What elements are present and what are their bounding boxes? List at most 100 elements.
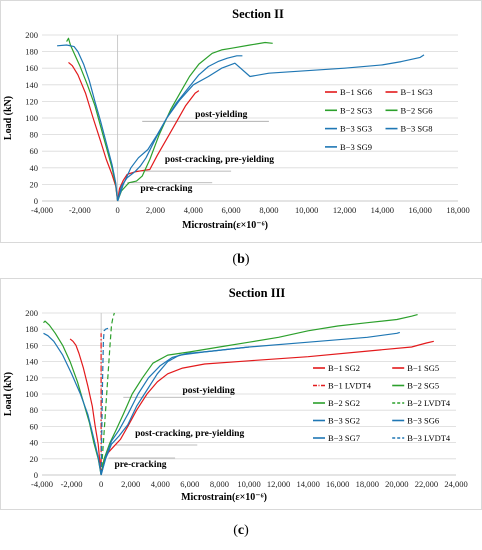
caption-b: (b)	[0, 252, 482, 268]
phase-annotation: pre-cracking	[140, 184, 192, 194]
x-tick-label: 6,000	[222, 205, 241, 215]
y-tick-label: 80	[30, 130, 39, 140]
series-line	[117, 41, 273, 202]
legend-label: B−2 SG2	[328, 398, 360, 408]
y-tick-label: 20	[30, 179, 39, 189]
chart-panel-section-3: Section III 0 20 40 60 80 100 120 140 160 180 200 -4…	[0, 278, 482, 510]
series-line	[100, 312, 115, 476]
y-axis-label: Load (kN)	[3, 96, 14, 140]
y-tick-label: 180	[25, 324, 38, 334]
y-tick-label: 0	[34, 196, 38, 206]
x-tick-label: 0	[99, 479, 103, 489]
x-axis-label: Microstrain(ε×10⁻⁶)	[182, 220, 268, 231]
x-tick-label: 20,000	[385, 479, 408, 489]
x-tick-label: 18,000	[356, 479, 379, 489]
x-tick-label: 14,000	[371, 205, 394, 215]
y-tick-label: 160	[25, 63, 38, 73]
x-tick-label: -4,000	[31, 205, 53, 215]
legend-label: B−2 SG5	[407, 381, 439, 391]
chart-section-2: Section II 0 20 40 60 80 100 120 140 160 180 200 -4,…	[0, 0, 482, 243]
x-tick-label: 10,000	[237, 479, 260, 489]
series-line	[100, 314, 418, 476]
y-tick-label: 60	[30, 421, 39, 431]
y-tick-label: 80	[30, 405, 39, 415]
y-tick-label: 120	[25, 373, 38, 383]
y-tick-label: 60	[30, 146, 39, 156]
y-axis-label: Load (kN)	[3, 372, 14, 416]
legend-label: B−1 SG5	[407, 363, 439, 373]
series-line	[69, 338, 102, 476]
y-tick-label: 160	[25, 340, 38, 350]
caption-c-open: (	[233, 523, 238, 538]
caption-c-letter: c	[237, 523, 245, 538]
legend-label: B−3 SG6	[407, 416, 439, 426]
chart-title: Section III	[229, 286, 286, 300]
y-tick-label: 200	[25, 30, 38, 40]
y-tick-label: 120	[25, 96, 38, 106]
legend-label: B−3 SG2	[328, 416, 360, 426]
y-tick-label: 100	[25, 389, 38, 399]
y-tick-label: 140	[25, 80, 38, 90]
legend-label: B−3 LVDT4	[407, 433, 451, 443]
x-tick-label: 16,000	[408, 205, 431, 215]
legend-label: B−2 SG6	[401, 105, 433, 115]
x-tick-label: 2,000	[146, 205, 165, 215]
x-tick-label: -2,000	[69, 205, 91, 215]
series-line	[117, 90, 200, 202]
x-tick-label: 4,000	[184, 205, 203, 215]
x-tick-label: 18,000	[446, 205, 469, 215]
phase-annotation: post-yielding	[182, 386, 235, 396]
phase-annotation: post-cracking, pre-yielding	[135, 429, 244, 439]
x-tick-label: 24,000	[444, 479, 467, 489]
y-tick-label: 100	[25, 113, 38, 123]
series-line	[100, 346, 250, 476]
phase-annotation: post-cracking, pre-yielding	[165, 155, 274, 165]
x-tick-label: 8,000	[259, 205, 278, 215]
x-tick-label: 8,000	[210, 479, 229, 489]
y-tick-label: 40	[30, 438, 39, 448]
series-line	[57, 44, 119, 202]
y-tick-label: 200	[25, 308, 38, 318]
x-tick-label: 2,000	[121, 479, 140, 489]
caption-b-close: )	[244, 252, 250, 267]
x-tick-label: 12,000	[333, 205, 356, 215]
y-tick-label: 40	[30, 163, 39, 173]
series-line	[66, 37, 119, 202]
series-line	[100, 327, 111, 476]
x-tick-label: 0	[116, 205, 120, 215]
y-tick-label: 0	[34, 470, 38, 480]
series-line	[43, 332, 102, 476]
caption-c: (c)	[0, 523, 482, 539]
series-line	[100, 340, 434, 476]
legend-label: B−3 SG9	[340, 142, 372, 152]
phase-annotation: pre-cracking	[114, 460, 166, 470]
legend-label: B−3 SG7	[328, 433, 360, 443]
chart-section-3: Section III 0 20 40 60 80 100 120 140 160 180 200 -4…	[0, 278, 482, 510]
y-tick-label: 20	[30, 454, 39, 464]
series-line	[100, 331, 400, 476]
phase-annotation: post-yielding	[195, 110, 248, 120]
chart-title: Section II	[232, 7, 284, 21]
legend-label: B−1 SG6	[340, 87, 372, 97]
legend-label: B−1 SG3	[401, 87, 433, 97]
legend-label: B−3 SG3	[340, 124, 372, 134]
x-tick-label: 6,000	[180, 479, 199, 489]
x-tick-label: 16,000	[326, 479, 349, 489]
legend-label: B−2 LVDT4	[407, 398, 451, 408]
x-axis-label: Microstrain(ε×10⁻⁶)	[181, 492, 267, 503]
series-line	[43, 320, 102, 476]
legend-label: B−1 LVDT4	[328, 381, 372, 391]
legend-label: B−1 SG2	[328, 363, 360, 373]
x-tick-label: 12,000	[267, 479, 290, 489]
y-tick-label: 140	[25, 357, 38, 367]
x-tick-label: 10,000	[295, 205, 318, 215]
series-line	[117, 54, 425, 202]
caption-c-close: )	[244, 523, 249, 538]
legend-label: B−2 SG3	[340, 105, 372, 115]
x-tick-label: 22,000	[415, 479, 438, 489]
y-tick-label: 180	[25, 47, 38, 57]
series-line	[117, 55, 243, 202]
x-tick-label: 14,000	[296, 479, 319, 489]
chart-panel-section-2: Section II 0 20 40 60 80 100 120 140 160 180 200 -4,…	[0, 0, 482, 243]
x-tick-label: -4,000	[31, 479, 53, 489]
